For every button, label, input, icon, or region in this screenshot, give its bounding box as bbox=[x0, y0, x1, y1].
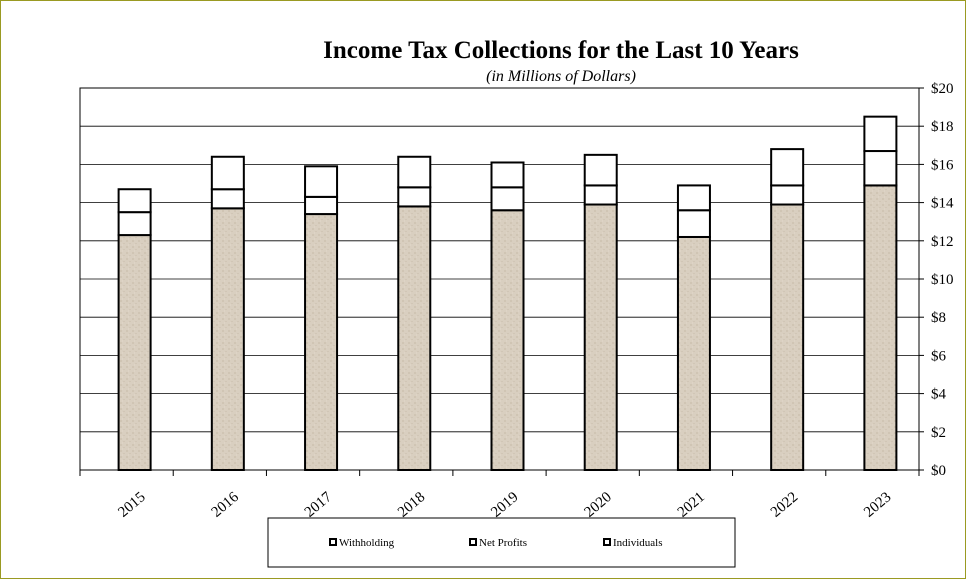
x-tick-label: 2020 bbox=[582, 489, 615, 521]
bar-withholding bbox=[583, 203, 618, 471]
y-tick-label: $2 bbox=[931, 425, 946, 441]
bar-individuals bbox=[304, 165, 339, 198]
y-tick-label: $10 bbox=[931, 272, 954, 288]
bar-withholding bbox=[770, 203, 805, 471]
bars bbox=[117, 115, 898, 472]
bar-net-profits bbox=[397, 186, 432, 208]
bar-net-profits bbox=[863, 150, 898, 187]
bar-withholding bbox=[676, 235, 711, 471]
bar-net-profits bbox=[770, 184, 805, 206]
y-tick-labels: $0 $2 $4 $6 $8 $10 $12 $14 $16 $18 $20 bbox=[931, 81, 954, 479]
x-tick-label: 2016 bbox=[209, 489, 243, 521]
legend: Withholding Net Profits Individuals bbox=[267, 517, 736, 568]
y-tick-label: $6 bbox=[931, 348, 947, 364]
legend-label: Individuals bbox=[613, 537, 663, 549]
x-tick-label: 2023 bbox=[861, 489, 894, 521]
x-tick-label: 2018 bbox=[395, 489, 428, 521]
bar-withholding bbox=[490, 209, 525, 472]
x-tick-label: 2021 bbox=[675, 489, 708, 521]
legend-swatch bbox=[469, 538, 477, 546]
bar-net-profits bbox=[210, 188, 245, 210]
bar-individuals bbox=[770, 148, 805, 187]
bar-individuals bbox=[676, 184, 711, 212]
bar-individuals bbox=[210, 155, 245, 191]
legend-swatch bbox=[329, 538, 337, 546]
bar-individuals bbox=[490, 161, 525, 189]
y-tick-label: $8 bbox=[931, 310, 946, 326]
bar-individuals bbox=[117, 188, 152, 214]
bar-individuals bbox=[863, 115, 898, 153]
y-tick-label: $16 bbox=[931, 157, 954, 173]
legend-label: Withholding bbox=[339, 537, 395, 549]
legend-swatch bbox=[603, 538, 611, 546]
bar-net-profits bbox=[304, 195, 339, 216]
bar-withholding bbox=[863, 184, 898, 471]
chart-subtitle: (in Millions of Dollars) bbox=[486, 68, 636, 85]
x-tick-label: 2015 bbox=[115, 489, 148, 521]
y-tick-label: $18 bbox=[931, 119, 954, 135]
y-tick-label: $20 bbox=[931, 81, 954, 97]
bar-net-profits bbox=[490, 186, 525, 212]
x-tick-label: 2019 bbox=[488, 489, 521, 521]
bar-individuals bbox=[397, 155, 432, 189]
axes bbox=[79, 87, 924, 476]
x-tick-label: 2022 bbox=[768, 489, 801, 521]
chart-title: Income Tax Collections for the Last 10 Y… bbox=[323, 37, 799, 64]
bar-withholding bbox=[210, 207, 245, 472]
y-tick-label: $4 bbox=[931, 387, 947, 403]
x-tick-labels: 2015 2016 2017 2018 2019 2020 2021 2022 2023 bbox=[115, 489, 894, 521]
bar-net-profits bbox=[117, 211, 152, 237]
bar-net-profits bbox=[583, 184, 618, 206]
bar-individuals bbox=[583, 153, 618, 187]
legend-box bbox=[267, 517, 736, 568]
bar-withholding bbox=[397, 205, 432, 471]
y-tick-label: $14 bbox=[931, 196, 954, 212]
y-tick-label: $12 bbox=[931, 234, 954, 250]
legend-label: Net Profits bbox=[479, 537, 527, 549]
y-tick-label: $0 bbox=[931, 463, 946, 479]
bar-withholding bbox=[117, 234, 152, 471]
bar-withholding bbox=[304, 213, 339, 471]
x-tick-label: 2017 bbox=[302, 489, 336, 521]
bar-net-profits bbox=[676, 209, 711, 238]
